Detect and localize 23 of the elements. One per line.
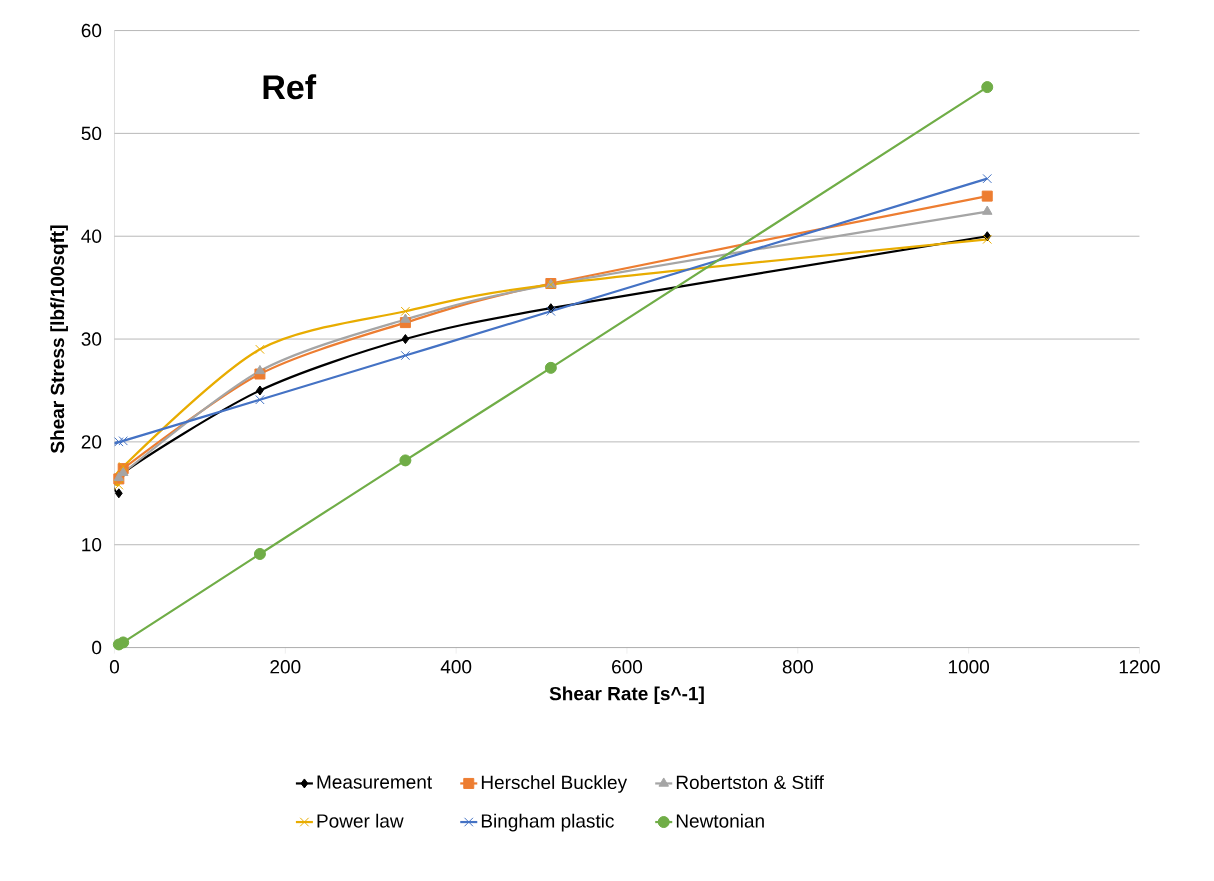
y-tick-label: 0 (92, 640, 102, 655)
y-axis-title: Shear Stress [lbf/100sqft] (50, 225, 68, 454)
legend-label: Robertston & Stiff (676, 775, 824, 790)
x-tick-label: 400 (440, 660, 472, 674)
y-tick-label: 60 (81, 23, 102, 38)
x-tick-label: 200 (270, 660, 301, 674)
legend-label: Newtonian (676, 813, 764, 828)
y-tick-label: 30 (81, 332, 102, 346)
legend-label: Measurement (317, 775, 432, 789)
y-tick-label: 50 (81, 126, 102, 141)
text: Ref (263, 74, 317, 100)
y-tick-label: 20 (81, 435, 102, 449)
x-tick-label: 0 (109, 660, 120, 674)
legend-label: Power law (317, 813, 404, 828)
y-tick-label: 10 (82, 538, 102, 552)
x-axis-title: Shear Rate [s^-1] (549, 686, 704, 705)
x-tick-label: 1000 (948, 660, 990, 674)
y-tick-label: 40 (81, 229, 102, 243)
legend-label: Bingham plastic (481, 813, 614, 832)
x-tick-label: 1200 (1119, 660, 1160, 674)
legend-label: Herschel Buckley (481, 775, 628, 793)
x-tick-label: 600 (612, 660, 643, 674)
x-tick-label: 800 (782, 660, 813, 674)
